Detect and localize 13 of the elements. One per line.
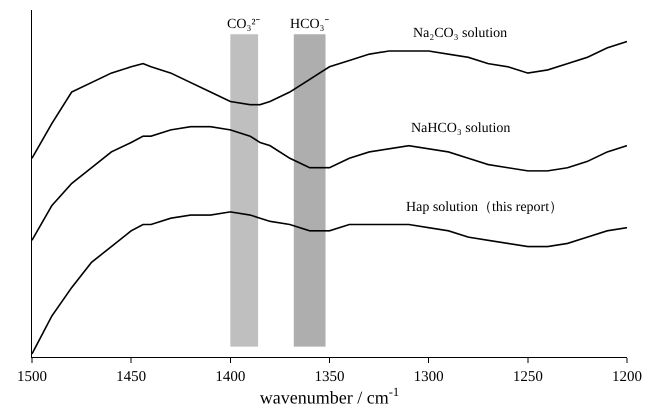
x-tick-label: 1500 [17, 369, 47, 386]
band-label: HCO₃⁻ [290, 17, 330, 32]
x-tick-label: 1350 [314, 369, 344, 386]
series-label: Na₂CO₃ solution [413, 26, 508, 41]
band-label: CO₃²⁻ [227, 17, 261, 32]
x-tick-label: 1450 [116, 369, 146, 386]
x-tick-label: 1300 [414, 369, 444, 386]
x-tick-label: 1250 [512, 369, 543, 386]
x-tick-label: 1200 [612, 369, 642, 386]
series-label: NaHCO₃ solution [411, 121, 510, 136]
series-label: Hap solution（this report） [406, 200, 564, 215]
x-axis-title: wavenumber / cm$^{-1}$ [260, 385, 400, 408]
x-tick-label: 1400 [215, 369, 246, 386]
